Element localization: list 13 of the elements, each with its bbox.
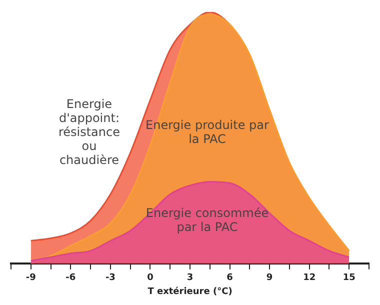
x-tick-label: -6: [66, 273, 76, 284]
series-label: Energie consommée par la PAC: [146, 206, 269, 234]
x-tick-label: -3: [105, 273, 116, 284]
x-axis-title: T extérieure (°C): [148, 286, 232, 297]
x-tick-label: 12: [303, 273, 316, 284]
series-label: Energie produite par la PAC: [146, 118, 270, 146]
x-tick-label: 9: [266, 273, 273, 284]
series-label: Energie d'appoint: résistance ou chaudière: [58, 96, 120, 167]
x-tick-label: 15: [342, 273, 356, 284]
x-tick-label: 3: [186, 273, 194, 284]
x-tick-label: -9: [26, 273, 36, 284]
x-tick-label: 6: [226, 273, 233, 284]
x-tick-label: 0: [147, 273, 154, 284]
